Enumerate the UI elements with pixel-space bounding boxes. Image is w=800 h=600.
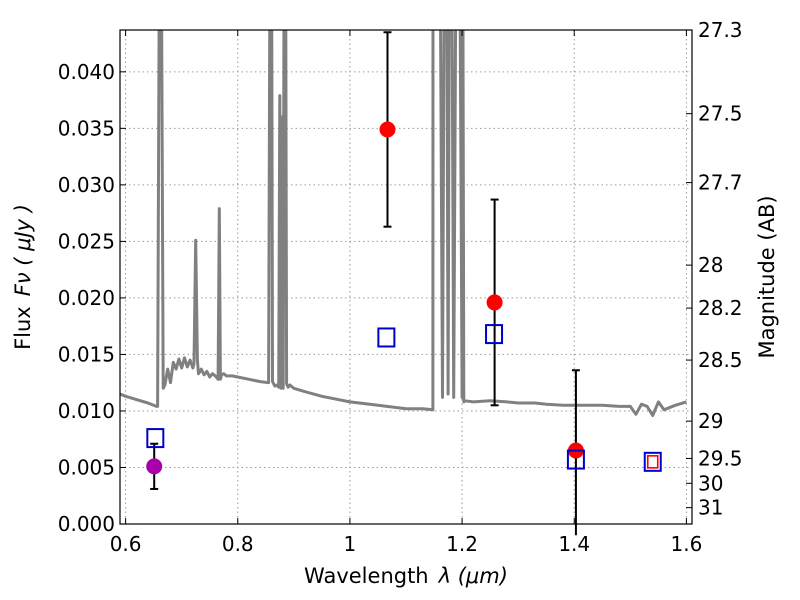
x-tick-label: 1 bbox=[344, 532, 357, 556]
plot-frame bbox=[119, 29, 693, 525]
right-tick-label: 30 bbox=[698, 471, 723, 495]
model-square-small bbox=[646, 455, 659, 469]
y-tick-label: 0.040 bbox=[58, 60, 115, 84]
y-tick-label: 0.010 bbox=[58, 399, 115, 423]
x-tick-label: 1.2 bbox=[446, 532, 478, 556]
errorbar-layer bbox=[150, 31, 580, 536]
right-tick-label: 28 bbox=[698, 253, 723, 277]
y-tick-label: 0.000 bbox=[58, 512, 115, 536]
model-square bbox=[643, 451, 662, 472]
right-tick-label: 29 bbox=[698, 409, 723, 433]
y-tick-label: 0.035 bbox=[58, 116, 115, 140]
model-square bbox=[377, 327, 396, 348]
right-tick-label: 28.5 bbox=[698, 348, 743, 372]
right-tick-label: 31 bbox=[698, 496, 723, 520]
y-tick-label: 0.025 bbox=[58, 229, 115, 253]
grid-lines bbox=[120, 30, 692, 525]
x-axis-label: Wavelength λ (μm) bbox=[304, 564, 508, 588]
marker-layer bbox=[146, 121, 662, 475]
right-tick-label: 27.7 bbox=[698, 171, 743, 195]
model-square bbox=[485, 324, 504, 345]
x-tick-label: 0.8 bbox=[222, 532, 254, 556]
spectrum-layer bbox=[120, 30, 687, 417]
right-tick-label: 29.5 bbox=[698, 446, 743, 470]
data-point bbox=[379, 121, 396, 138]
data-point bbox=[486, 294, 503, 311]
tick-layer: 0.6 0.8 1 1.2 1.4 1.6 0.000 0.005 0.010 0.015 0.02… bbox=[58, 18, 743, 556]
model-square bbox=[146, 428, 165, 449]
y-tick-label: 0.015 bbox=[58, 342, 115, 366]
x-tick-label: 1.4 bbox=[558, 532, 590, 556]
right-tick-label: 27.5 bbox=[698, 102, 743, 126]
model-square bbox=[566, 449, 585, 470]
right-axis-label: Magnitude (AB) bbox=[755, 195, 779, 358]
right-tick-label: 27.3 bbox=[698, 18, 743, 42]
y-tick-label: 0.005 bbox=[58, 455, 115, 479]
y-axis-label: FluxFν ( μJy ) bbox=[11, 204, 35, 350]
y-tick-label: 0.030 bbox=[58, 173, 115, 197]
right-tick-label: 28.2 bbox=[698, 296, 743, 320]
x-tick-label: 0.6 bbox=[110, 532, 142, 556]
x-tick-label: 1.6 bbox=[670, 532, 702, 556]
y-tick-label: 0.020 bbox=[58, 286, 115, 310]
spectrum-line bbox=[120, 30, 687, 417]
data-point bbox=[146, 458, 163, 475]
